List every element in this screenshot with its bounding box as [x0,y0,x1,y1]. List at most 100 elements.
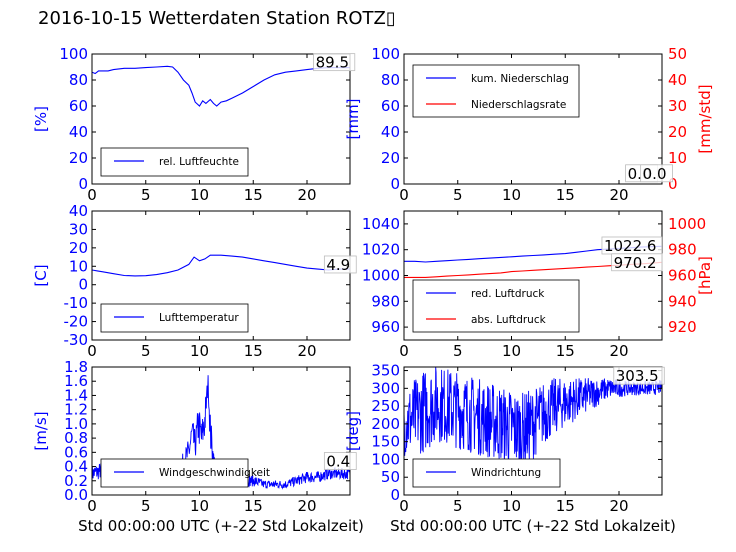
y2-tick-label: 980 [668,241,697,259]
annotation-value: 1022.6 [604,237,657,255]
y-tick-label: 1.6 [64,372,88,390]
annotation-value: 89.5 [316,54,349,72]
y-tick-label: 0 [390,175,400,193]
annotation-value: 4.9 [326,256,350,274]
y-tick-label: -30 [64,331,89,349]
legend-box [100,147,249,177]
x-tick-label: 15 [556,497,575,515]
x-tick-label: 20 [297,186,316,204]
x-tick-label: 5 [453,186,463,204]
y-tick-label: 100 [371,45,400,63]
legend-label: kum. Niederschlag [471,73,569,85]
x-tick-label: 15 [556,342,575,360]
plot-frame [91,366,351,496]
y-tick-label: -10 [64,294,89,312]
x-tick-label: 5 [141,497,151,515]
x-tick-label: 0 [87,497,97,515]
series-line-lufttemperatur [92,254,350,277]
annotation-value: 970.2 [614,254,657,272]
x-tick-label: 10 [190,342,209,360]
y-tick-label: 60 [69,97,88,115]
y-axis-label: [deg] [344,411,362,451]
chart-panel-humidity: 0 5 10 15 20 0 20 40 60 80 100 [%] 89.5 rel. Luftfeuc… [32,45,356,204]
y-tick-label: 40 [69,123,88,141]
x-tick-label: 20 [609,342,628,360]
x-tick-label: 0 [87,186,97,204]
y-tick-label: 150 [371,433,400,451]
x-tick-label: 20 [609,186,628,204]
legend-label: Windrichtung [471,467,541,479]
legend-label: red. Luftdruck [471,288,545,300]
page-title: 2016-10-15 Wetterdaten Station ROTZ▯ [38,8,396,29]
legend-box [412,279,580,333]
legend-label: Lufttemperatur [159,312,239,324]
annotation-box [640,164,673,183]
y-tick-label: 1.2 [64,401,88,419]
y-tick-label: 1.0 [64,415,88,433]
x-tick-label: 15 [244,186,263,204]
legend-box [100,303,249,333]
plot-frame [403,53,663,185]
y-tick-label: 1.4 [64,386,88,404]
y-tick-label: 80 [69,71,88,89]
annotation-box [323,255,357,274]
y-tick-label: 100 [59,45,88,63]
y-tick-label: 300 [371,379,400,397]
y2-tick-label: 960 [668,267,697,285]
x-tick-label: 10 [502,342,521,360]
x-tick-label: 5 [141,342,151,360]
series-line-rel-luftfeuchte [92,65,350,107]
x-tick-label: 20 [297,497,316,515]
y2-tick-label: 920 [668,318,697,336]
x-axis-label: Std 00:00:00 UTC (+-22 Std Lokalzeit) [390,517,676,535]
y-tick-label: 0.8 [64,429,88,447]
x-tick-label: 0 [399,342,409,360]
x-tick-label: 10 [502,186,521,204]
y-tick-label: 40 [69,202,88,220]
plot-frame [403,366,663,496]
y2-tick-label: 50 [668,45,687,63]
y-tick-label: 250 [371,397,400,415]
legend-label: Windgeschwindigkeit [159,467,270,479]
y-tick-label: 0.0 [64,486,88,504]
chart-panel-pressure: 0 5 10 15 20 960 980 1000 1020 1040 920 940 960 980 10… [362,210,714,360]
y-tick-label: 0 [390,486,400,504]
y2-axis-label: [mm/std] [696,84,714,153]
y2-tick-label: 940 [668,292,697,310]
y-tick-label: 80 [381,71,400,89]
y-tick-label: -20 [64,313,89,331]
y-tick-label: 0 [78,175,88,193]
annotation-box [323,452,357,470]
y-tick-label: 1020 [362,241,400,259]
y2-tick-label: 40 [668,71,687,89]
x-tick-label: 0 [87,342,97,360]
legend-label: Niederschlagsrate [471,99,566,111]
y-tick-label: 0 [78,276,88,294]
y-tick-label: 960 [371,318,400,336]
legend-box [100,458,249,488]
x-tick-label: 20 [609,497,628,515]
annotation-value: 303.5 [616,367,659,385]
x-tick-label: 15 [556,186,575,204]
y-tick-label: 350 [371,362,400,380]
x-tick-label: 10 [502,497,521,515]
plot-frame [91,53,351,185]
y-tick-label: 40 [381,123,400,141]
x-tick-label: 10 [190,497,209,515]
annotation-box [613,366,665,385]
y-axis-label: [C] [32,264,50,286]
x-tick-label: 5 [453,497,463,515]
chart-panel-precipitation: 0 5 10 15 20 0 20 40 60 80 100 0 10 20 30 40 50 [mm] [mm/s… [344,45,714,204]
y2-tick-label: 1000 [668,215,706,233]
x-tick-label: 5 [453,342,463,360]
x-tick-label: 15 [244,497,263,515]
y-tick-label: 20 [69,239,88,257]
y-tick-label: 1.8 [64,358,88,376]
x-tick-label: 15 [244,342,263,360]
y-axis-label: [%] [32,106,50,132]
y-tick-label: 60 [381,97,400,115]
y-tick-label: 10 [69,257,88,275]
legend-label: abs. Luftdruck [471,314,547,326]
